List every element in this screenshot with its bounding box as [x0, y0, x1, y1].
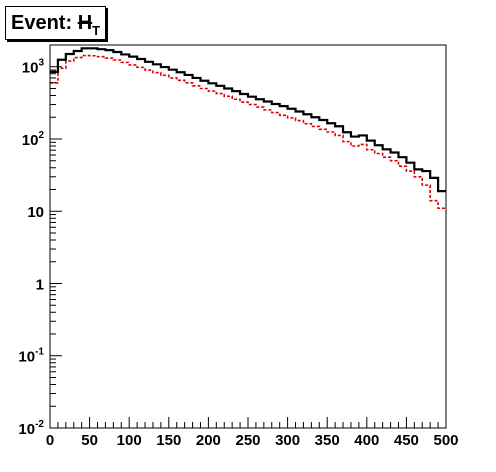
y-tick-label: 10-1 — [18, 347, 44, 366]
series-1-line — [50, 54, 446, 210]
x-tick-label: 400 — [354, 432, 379, 449]
x-tick-label: 450 — [394, 432, 419, 449]
series-black-solid — [50, 47, 446, 193]
y-tick-label: 10 — [27, 204, 44, 221]
title-symbol: H — [77, 12, 93, 34]
y-tick-label: 10-2 — [18, 419, 44, 438]
series-red-dashed — [50, 54, 446, 210]
x-tick-label: 250 — [235, 432, 260, 449]
y-axis-tick-labels: 10-2 10-1 1 10 102 103 — [18, 58, 44, 438]
x-axis-tick-labels: 0 50 100 150 200 250 300 350 400 450 500 — [46, 432, 459, 449]
x-tick-label: 100 — [117, 432, 142, 449]
y-tick-label: 103 — [22, 58, 45, 77]
y-tick-label: 102 — [22, 130, 45, 149]
axis-ticks — [49, 44, 447, 429]
series-0-line — [50, 47, 446, 193]
title-subscript: T — [92, 23, 101, 38]
x-tick-label: 200 — [196, 432, 221, 449]
y-tick-label: 1 — [36, 276, 44, 293]
x-tick-label: 0 — [46, 432, 54, 449]
x-tick-label: 150 — [156, 432, 181, 449]
x-tick-label: 300 — [275, 432, 300, 449]
x-tick-label: 50 — [81, 432, 98, 449]
x-tick-label: 500 — [433, 432, 458, 449]
x-tick-label: 350 — [315, 432, 340, 449]
plot-title: Event: HT — [5, 6, 107, 40]
title-prefix: Event: — [11, 12, 78, 34]
